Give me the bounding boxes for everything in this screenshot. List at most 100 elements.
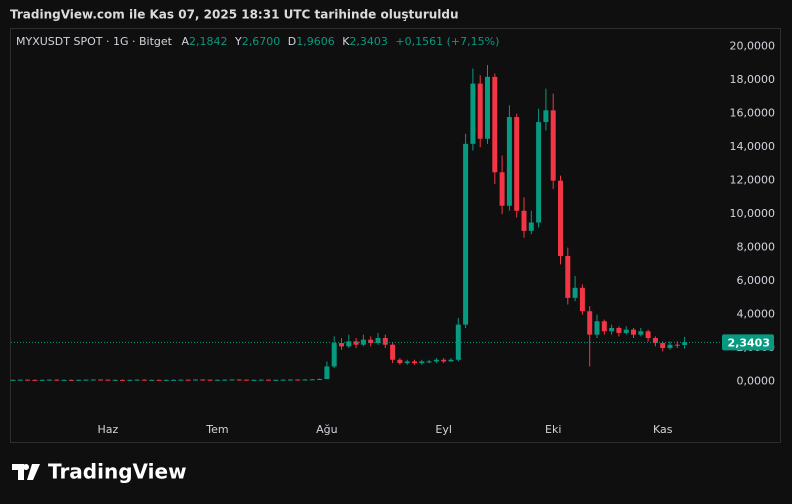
candle-body xyxy=(587,311,593,335)
candle-body xyxy=(660,343,666,349)
x-tick-label: Tem xyxy=(205,423,228,436)
candle-body xyxy=(178,379,184,381)
candle-body xyxy=(477,83,483,139)
candle-body xyxy=(83,379,89,381)
candle-body xyxy=(171,379,177,381)
candle-body xyxy=(448,359,454,362)
candle-body xyxy=(193,379,198,381)
candle-body xyxy=(302,379,308,381)
caption: TradingView.com ile Kas 07, 2025 18:31 U… xyxy=(10,8,459,22)
candle-body xyxy=(185,379,191,381)
legend-value: 2,3403 xyxy=(349,35,388,48)
candle-body xyxy=(426,361,432,363)
y-tick-label: 16,0000 xyxy=(730,107,776,120)
y-tick-label: 6,0000 xyxy=(737,274,776,287)
candle-body xyxy=(295,379,301,381)
candle-body xyxy=(17,379,23,381)
candle-body xyxy=(412,361,417,364)
candle-body xyxy=(572,287,578,298)
logo: TradingView xyxy=(12,460,187,484)
candle-body xyxy=(222,379,228,381)
candle-body xyxy=(251,379,257,381)
symbol: MYXUSDT SPOT · 1G · Bitget xyxy=(16,35,173,48)
x-tick-label: Eki xyxy=(545,423,561,436)
y-tick-label: 12,0000 xyxy=(730,174,776,187)
candle-body xyxy=(68,379,74,381)
y-tick-label: 18,0000 xyxy=(730,73,776,86)
candle-body xyxy=(543,110,549,123)
candle-body xyxy=(368,339,374,344)
candle-body xyxy=(120,379,125,381)
candle-body xyxy=(470,83,476,144)
legend-value: 2,1842 xyxy=(189,35,228,48)
candle-body xyxy=(331,343,337,367)
candle-body xyxy=(404,361,410,364)
candle-body xyxy=(309,379,315,381)
candle-body xyxy=(579,287,585,312)
legend-value: 1,9606 xyxy=(296,35,335,48)
y-tick-label: 14,0000 xyxy=(730,140,776,153)
candle-body xyxy=(127,379,133,381)
candle-body xyxy=(324,366,330,380)
chart-panel xyxy=(10,28,781,443)
candle-body xyxy=(594,321,600,335)
candle-body xyxy=(163,379,169,381)
candle-body xyxy=(565,255,571,298)
candle-body xyxy=(105,379,111,381)
candle-body xyxy=(134,379,140,381)
candle-body xyxy=(463,143,469,325)
candle-body xyxy=(638,331,644,335)
candle-body xyxy=(514,117,520,211)
x-tick-label: Kas xyxy=(653,423,673,436)
candle-body xyxy=(266,379,271,381)
legend-key: A xyxy=(181,35,189,48)
candle-body xyxy=(550,110,556,181)
candle-body xyxy=(244,379,250,381)
candle-body xyxy=(149,379,155,381)
candle-body xyxy=(674,344,680,346)
candle-body xyxy=(382,338,388,345)
last-price-label: 2,3403 xyxy=(728,336,770,349)
y-tick-label: 0,0000 xyxy=(737,375,776,388)
candle-body xyxy=(360,339,366,345)
candle-body xyxy=(521,210,527,231)
candle-body xyxy=(207,379,213,381)
x-tick-label: Eyl xyxy=(435,423,452,436)
candle-body xyxy=(682,342,688,345)
candle-body xyxy=(258,379,264,381)
y-tick-label: 20,0000 xyxy=(730,40,776,53)
candle-body xyxy=(506,117,512,206)
candle-body xyxy=(601,321,607,332)
legend-value: 2,6700 xyxy=(242,35,281,48)
change: +0,1561 (+7,15%) xyxy=(395,35,499,48)
y-tick-label: 10,0000 xyxy=(730,207,776,220)
last-price-tag xyxy=(722,334,774,351)
candle-body xyxy=(499,172,505,206)
candle-body xyxy=(441,359,447,362)
candle-body xyxy=(353,341,359,345)
candle-body xyxy=(112,379,118,381)
candle-body xyxy=(609,327,615,332)
candle-body xyxy=(419,361,425,364)
candle-body xyxy=(280,379,286,381)
candle-body xyxy=(375,338,381,344)
candle-body xyxy=(667,344,673,349)
candle-body xyxy=(76,379,82,381)
brand: TradingView xyxy=(48,460,187,484)
candle-body xyxy=(32,379,38,381)
candle-body xyxy=(390,344,396,360)
candle-body xyxy=(141,379,147,381)
candle-body xyxy=(214,379,220,381)
candle-body xyxy=(645,331,651,338)
candle-body xyxy=(433,359,439,362)
candle-body xyxy=(39,379,45,381)
legend-key: K xyxy=(342,35,350,48)
candle-body xyxy=(623,329,629,333)
candle-body xyxy=(61,379,67,381)
candle-body xyxy=(236,379,242,381)
candle-body xyxy=(200,379,206,381)
candle-body xyxy=(98,379,104,381)
logo-icon xyxy=(12,464,40,480)
